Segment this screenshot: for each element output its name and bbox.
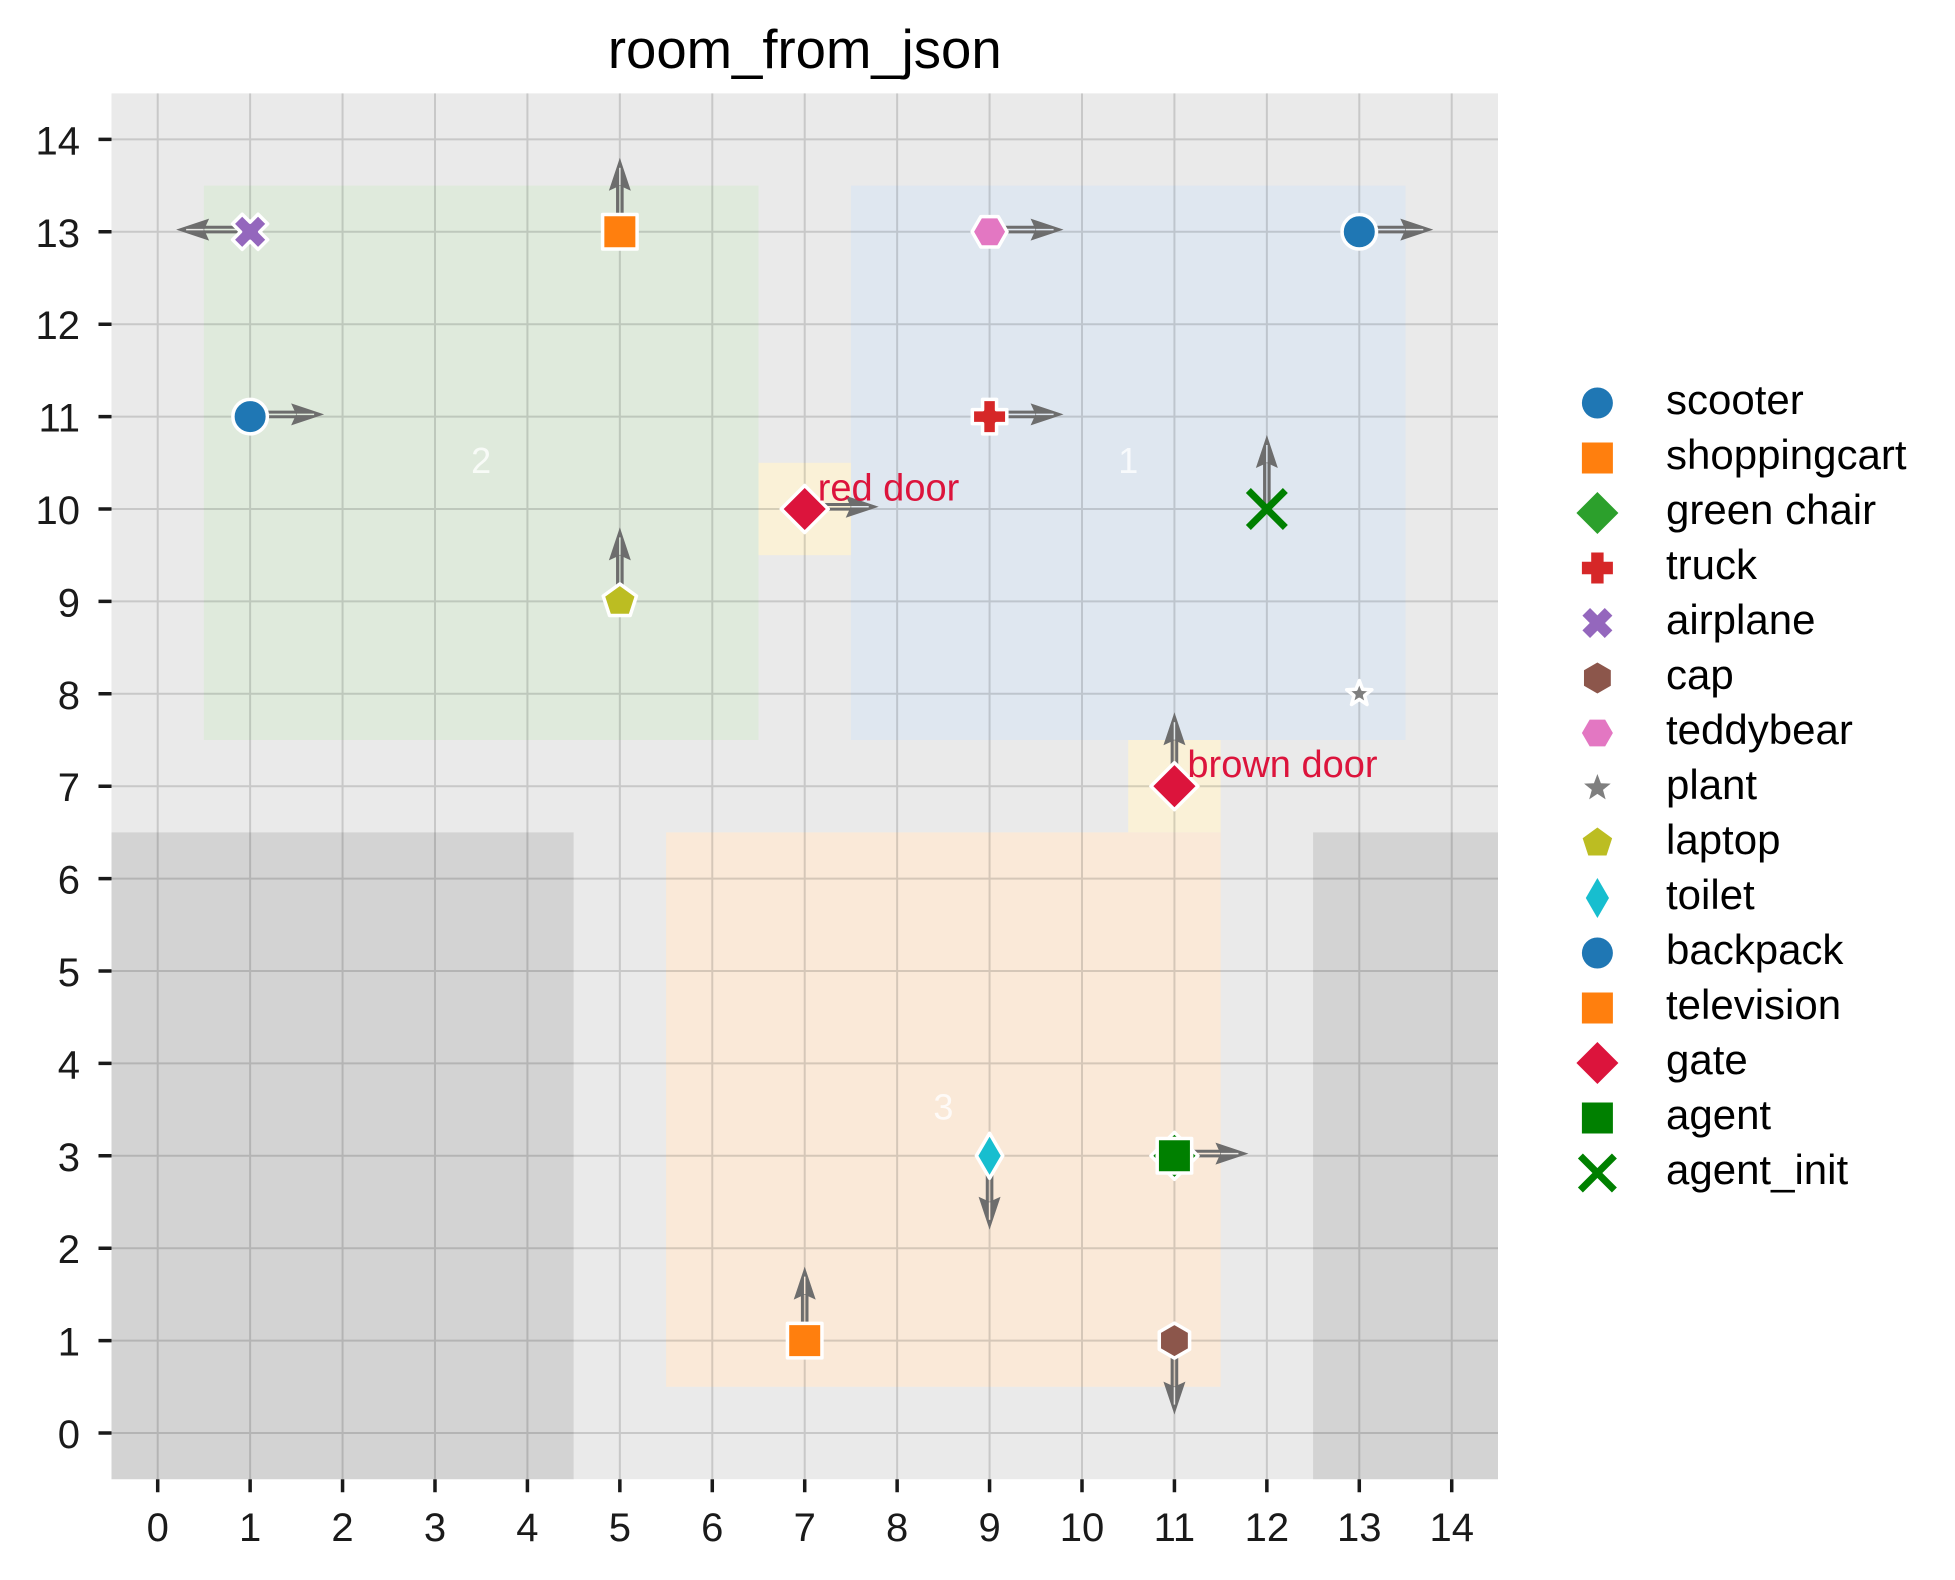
svg-text:agent_init: agent_init xyxy=(1666,1146,1848,1193)
svg-text:6: 6 xyxy=(58,859,80,903)
svg-text:2: 2 xyxy=(471,440,491,481)
svg-text:10: 10 xyxy=(36,489,81,533)
svg-text:gate: gate xyxy=(1666,1036,1748,1083)
svg-text:brown door: brown door xyxy=(1187,744,1377,786)
svg-text:12: 12 xyxy=(36,304,81,348)
svg-text:plant: plant xyxy=(1666,761,1757,808)
svg-text:13: 13 xyxy=(1337,1506,1382,1550)
svg-text:7: 7 xyxy=(58,766,80,810)
svg-text:television: television xyxy=(1666,981,1841,1028)
svg-text:scooter: scooter xyxy=(1666,376,1804,423)
svg-text:room_from_json: room_from_json xyxy=(608,19,1002,80)
svg-text:5: 5 xyxy=(609,1506,631,1550)
svg-text:4: 4 xyxy=(516,1506,538,1550)
svg-text:11: 11 xyxy=(1154,1506,1196,1550)
svg-text:9: 9 xyxy=(978,1506,1000,1550)
svg-text:9: 9 xyxy=(58,581,80,625)
svg-text:13: 13 xyxy=(36,212,81,256)
svg-text:laptop: laptop xyxy=(1666,816,1780,863)
svg-text:14: 14 xyxy=(36,119,81,163)
svg-text:4: 4 xyxy=(58,1043,80,1087)
svg-text:12: 12 xyxy=(1245,1506,1290,1550)
svg-text:green chair: green chair xyxy=(1666,486,1876,533)
svg-text:red door: red door xyxy=(818,468,960,510)
svg-text:1: 1 xyxy=(1118,440,1138,481)
svg-text:airplane: airplane xyxy=(1666,596,1815,643)
svg-text:1: 1 xyxy=(239,1506,261,1550)
svg-text:8: 8 xyxy=(886,1506,908,1550)
svg-text:truck: truck xyxy=(1666,541,1758,588)
svg-text:shoppingcart: shoppingcart xyxy=(1666,431,1907,478)
svg-text:backpack: backpack xyxy=(1666,926,1844,973)
svg-text:8: 8 xyxy=(58,674,80,718)
svg-text:10: 10 xyxy=(1060,1506,1105,1550)
svg-text:0: 0 xyxy=(147,1506,169,1550)
svg-text:2: 2 xyxy=(331,1506,353,1550)
svg-text:2: 2 xyxy=(58,1228,80,1272)
svg-text:3: 3 xyxy=(58,1136,80,1180)
svg-text:teddybear: teddybear xyxy=(1666,706,1853,753)
svg-text:cap: cap xyxy=(1666,651,1734,698)
svg-text:5: 5 xyxy=(58,951,80,995)
svg-text:3: 3 xyxy=(933,1087,953,1128)
svg-text:toilet: toilet xyxy=(1666,871,1755,918)
svg-text:6: 6 xyxy=(701,1506,723,1550)
svg-text:7: 7 xyxy=(794,1506,816,1550)
svg-text:3: 3 xyxy=(424,1506,446,1550)
svg-text:11: 11 xyxy=(38,397,80,441)
svg-text:0: 0 xyxy=(58,1413,80,1457)
svg-text:agent: agent xyxy=(1666,1091,1771,1138)
svg-text:14: 14 xyxy=(1429,1506,1474,1550)
svg-text:1: 1 xyxy=(58,1321,80,1365)
